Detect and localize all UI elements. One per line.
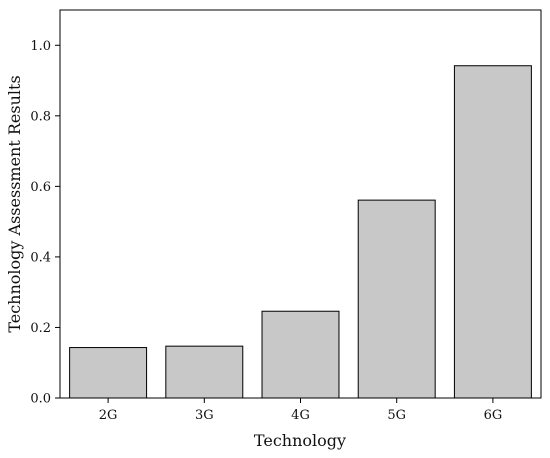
x-tick-label: 6G xyxy=(484,408,503,423)
x-axis: 2G 3G 4G 5G 6G xyxy=(99,398,502,423)
y-axis-title: Technology Assessment Results xyxy=(5,75,24,332)
y-tick-label: 1.0 xyxy=(30,39,51,54)
x-tick-label: 5G xyxy=(387,408,406,423)
y-axis: 0.0 0.2 0.4 0.6 0.8 1.0 xyxy=(30,39,60,407)
y-tick-label: 0.8 xyxy=(30,109,51,124)
bar-2g xyxy=(69,347,148,399)
bar-3g xyxy=(165,345,244,399)
bar-4g xyxy=(261,310,340,399)
bar-6g xyxy=(453,65,532,399)
x-tick-label: 4G xyxy=(291,408,310,423)
y-tick-label: 0.6 xyxy=(30,180,51,195)
y-tick-label: 0.0 xyxy=(30,392,51,407)
x-axis-title: Technology xyxy=(254,431,346,450)
bars-group xyxy=(69,65,532,399)
x-tick-label: 2G xyxy=(99,408,118,423)
bar-5g xyxy=(357,199,436,399)
x-tick-label: 3G xyxy=(195,408,214,423)
y-tick-label: 0.4 xyxy=(30,250,51,265)
y-tick-label: 0.2 xyxy=(30,321,51,336)
